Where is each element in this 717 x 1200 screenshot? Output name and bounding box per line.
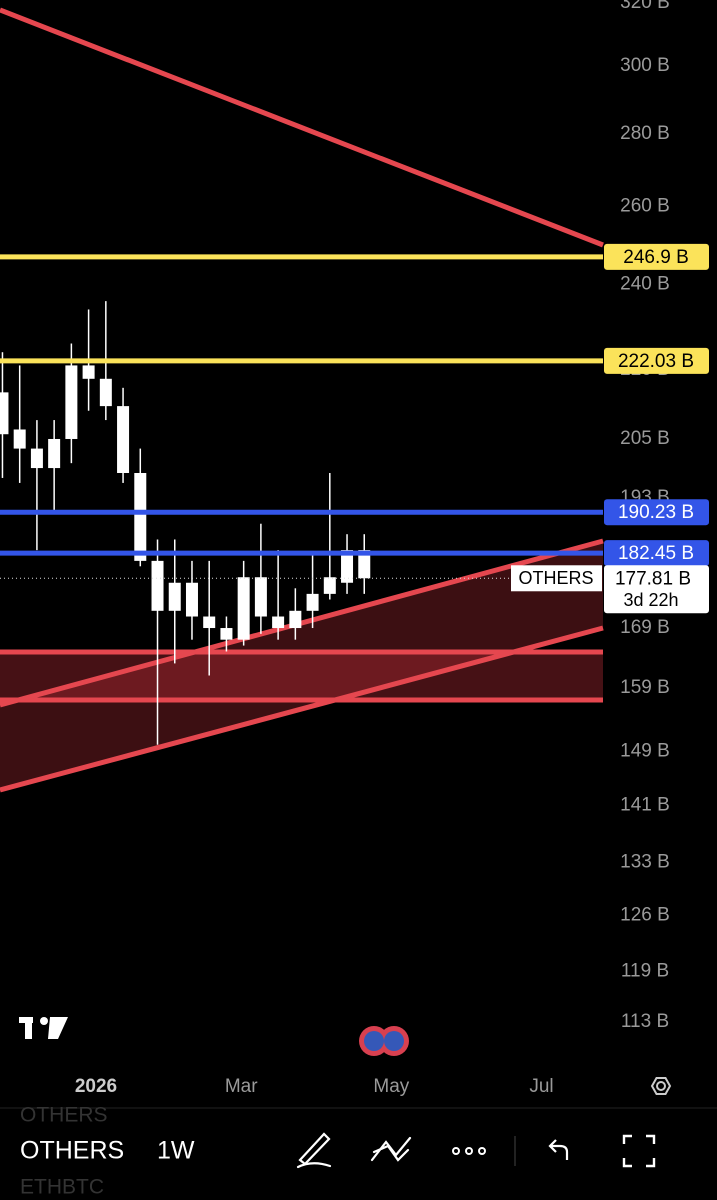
y-tick-label: 119 B [621, 960, 669, 981]
y-tick-label: 169 B [620, 617, 670, 638]
symbol-label: OTHERS [518, 568, 593, 588]
candle-body [323, 577, 336, 594]
x-tick-label: Mar [225, 1076, 258, 1097]
y-tick-label: 300 B [620, 55, 670, 76]
event-icon[interactable] [359, 1026, 409, 1056]
y-tick-label: 240 B [620, 274, 670, 295]
candle-body [306, 593, 319, 611]
channel-upper [0, 538, 604, 708]
tv-logo [19, 1017, 68, 1039]
candle-body [254, 577, 267, 617]
symbol-button[interactable]: OTHERS [20, 1137, 124, 1165]
level-label-box [604, 499, 709, 526]
candle-body [289, 610, 302, 629]
y-tick-label: 133 B [620, 852, 670, 873]
candle-body [168, 582, 181, 611]
candle-body [65, 365, 78, 439]
candle-body [13, 429, 26, 449]
candle-body [341, 550, 354, 583]
candle-body [99, 378, 112, 407]
y-tick-label: 260 B [620, 195, 670, 216]
x-tick-label: 2026 [75, 1076, 117, 1097]
candle-body [151, 560, 164, 611]
indicator-tool[interactable] [370, 1136, 412, 1162]
y-tick-label: 205 B [620, 428, 670, 449]
level-label-box [604, 540, 709, 567]
y-tick-label: 149 B [620, 740, 670, 761]
last-price-label: 177.81 B [615, 568, 691, 589]
y-tick-label: 320 B [620, 0, 670, 13]
level-label-box [604, 347, 709, 374]
level-label-box [604, 243, 709, 270]
x-tick-label: Jul [529, 1076, 553, 1097]
more-button[interactable] [452, 1147, 486, 1155]
faded-symbol: OTHERS [20, 1104, 108, 1127]
last-price-box [604, 565, 709, 614]
candle-body [237, 577, 250, 640]
y-tick-label: 280 B [620, 123, 670, 144]
candle-body [220, 628, 233, 640]
down-trendline [0, 7, 604, 248]
y-tick-label: 159 B [620, 677, 670, 698]
channel-lower [0, 625, 604, 793]
candle-body [134, 472, 147, 561]
candle-body [272, 616, 285, 629]
countdown: 3d 22h [623, 590, 678, 610]
level-label: 246.9 B [623, 247, 689, 268]
y-tick-label: 141 B [620, 794, 670, 815]
level-label: 222.03 B [618, 351, 694, 372]
candle-body [185, 582, 198, 617]
fullscreen-button[interactable] [622, 1134, 656, 1168]
settings-icon[interactable] [650, 1077, 672, 1095]
channel-fill [0, 541, 603, 790]
interval-button[interactable]: 1W [157, 1137, 195, 1165]
y-tick-label: 113 B [621, 1011, 669, 1032]
level-label: 182.45 B [618, 543, 694, 564]
symbol-box [511, 565, 602, 592]
candle-body [117, 406, 130, 473]
x-tick-label: May [373, 1076, 409, 1097]
candle-body [30, 448, 43, 469]
level-label: 190.23 B [618, 502, 694, 523]
candle-body [48, 438, 61, 469]
candle-body [203, 616, 216, 629]
candle-body [82, 365, 95, 379]
y-tick-label: 126 B [620, 904, 670, 925]
candle-body [0, 392, 9, 435]
draw-tool[interactable] [296, 1132, 332, 1169]
undo-button[interactable] [548, 1139, 569, 1160]
candle-body [358, 550, 371, 579]
zone-fill [0, 652, 603, 700]
faded-symbol: ETHBTC [20, 1176, 104, 1199]
drawings [0, 7, 604, 793]
